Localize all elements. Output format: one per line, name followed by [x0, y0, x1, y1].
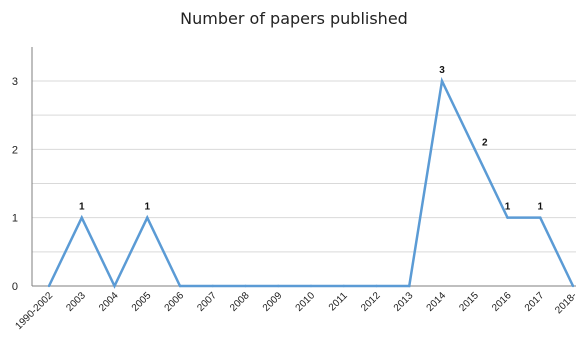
- data-point: [211, 284, 214, 288]
- data-point: [309, 284, 313, 288]
- series-layer: [47, 76, 575, 289]
- x-tick-label: 2005: [130, 290, 154, 314]
- data-point: [408, 284, 411, 288]
- x-tick-label: 2018-: [553, 290, 579, 316]
- data-point: [80, 216, 83, 219]
- data-label: 1: [505, 202, 511, 213]
- data-point: [539, 216, 542, 219]
- x-tick-label: 2007: [195, 290, 219, 314]
- gridlines: [32, 80, 576, 253]
- data-point: [178, 284, 182, 288]
- data-point: [277, 284, 280, 288]
- x-tick-label: 2014: [425, 290, 449, 314]
- x-tick-label: 2015: [457, 290, 481, 314]
- y-tick-label: 1: [12, 213, 18, 225]
- x-tick-label: 2003: [64, 290, 88, 314]
- x-tick-label: 1990-2002: [14, 290, 56, 332]
- x-tick-label: 2006: [163, 290, 187, 314]
- x-tick-labels: 1990-2002 2003 2004 2005 2006 2007 2008 2009 201…: [14, 290, 580, 332]
- data-label: 1: [79, 202, 85, 213]
- x-tick-label: 2008: [228, 290, 252, 314]
- x-tick-label: 2017: [523, 290, 547, 314]
- y-tick-label: 2: [12, 144, 18, 156]
- data-point: [342, 284, 345, 288]
- x-tick-label: 2009: [261, 290, 285, 314]
- data-labels: 1 1 3 2 1 1: [79, 65, 544, 213]
- x-tick-label: 2011: [327, 290, 350, 313]
- data-point: [375, 284, 378, 288]
- data-point: [571, 284, 575, 288]
- x-tick-label: 2004: [97, 290, 121, 314]
- x-tick-label: 2016: [490, 290, 514, 314]
- x-tick-label: 2013: [392, 290, 416, 314]
- data-label: 3: [439, 65, 445, 76]
- data-label: 1: [144, 202, 150, 213]
- y-tick-labels: 0 1 2 3: [12, 76, 18, 293]
- data-point: [146, 216, 149, 219]
- x-tick-label: 2012: [359, 290, 383, 314]
- y-tick-label: 0: [12, 281, 18, 293]
- data-point: [47, 284, 51, 288]
- data-point: [473, 148, 476, 151]
- data-point: [440, 79, 444, 83]
- chart-title: Number of papers published: [180, 9, 408, 28]
- data-point: [113, 284, 116, 288]
- data-point: [506, 216, 509, 219]
- y-tick-label: 3: [12, 76, 18, 88]
- data-label: 2: [482, 137, 488, 148]
- x-tick-label: 2010: [294, 290, 318, 314]
- data-point: [244, 284, 247, 288]
- data-label: 1: [537, 202, 543, 213]
- axes: [31, 47, 576, 287]
